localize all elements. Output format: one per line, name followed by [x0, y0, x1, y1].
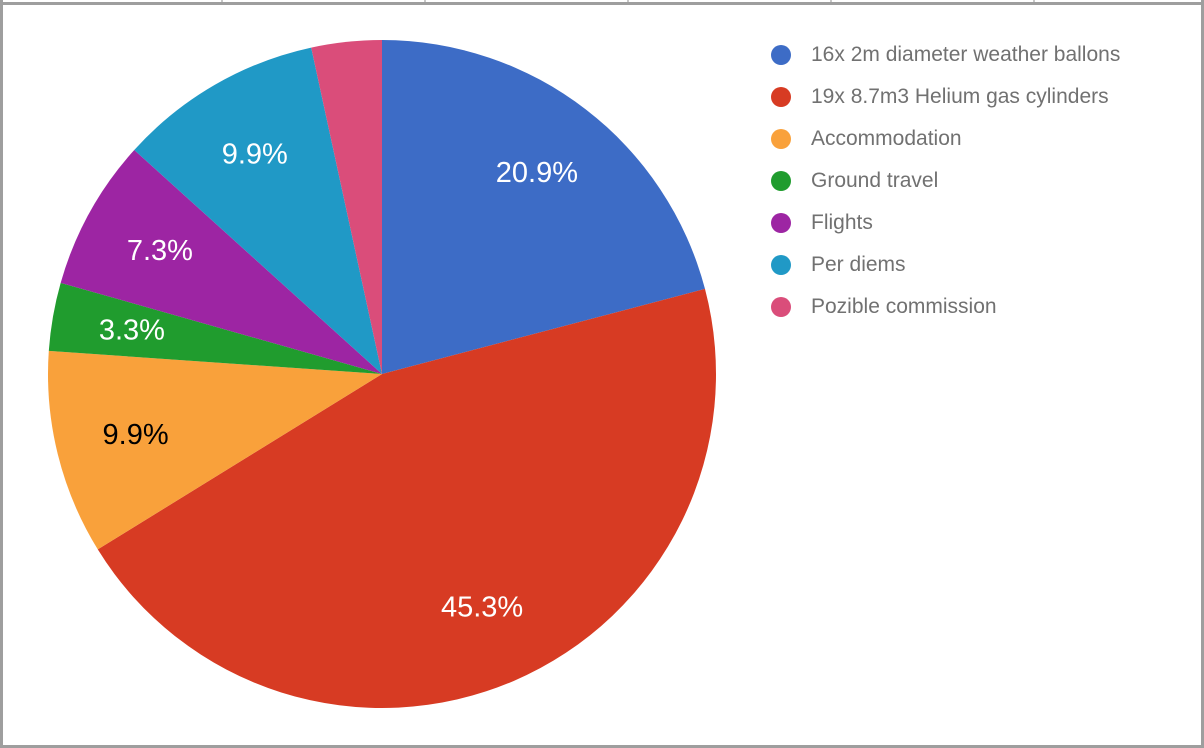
slice-percent-label: 45.3% [441, 591, 523, 623]
legend-item-3[interactable]: Accommodation [771, 127, 1120, 150]
legend-item-label: Ground travel [811, 169, 939, 192]
slice-percent-label: 3.3% [99, 314, 165, 346]
slice-percent-label: 20.9% [496, 157, 578, 189]
legend-color-dot-icon [771, 297, 791, 317]
slice-percent-label: 9.9% [103, 419, 169, 451]
slice-percent-label: 7.3% [127, 235, 193, 267]
legend-item-label: Per diems [811, 253, 906, 276]
pie-slice-4[interactable] [48, 282, 383, 374]
gridline-tick [424, 0, 426, 2]
legend-item-2[interactable]: 19x 8.7m3 Helium gas cylinders [771, 85, 1120, 108]
legend-item-label: Accommodation [811, 127, 962, 150]
legend-item-label: Pozible commission [811, 295, 997, 318]
pie-slice-1[interactable] [382, 40, 705, 374]
legend-color-dot-icon [771, 87, 791, 107]
gridline-tick [1033, 0, 1035, 2]
legend-color-dot-icon [771, 171, 791, 191]
legend-item-7[interactable]: Pozible commission [771, 295, 1120, 318]
pie-slice-5[interactable] [60, 149, 383, 374]
gridline-tick [627, 0, 629, 2]
legend-color-dot-icon [771, 255, 791, 275]
legend-item-label: 19x 8.7m3 Helium gas cylinders [811, 85, 1109, 108]
slice-percent-label: 9.9% [222, 138, 288, 170]
legend-item-5[interactable]: Flights [771, 211, 1120, 234]
pie-slice-6[interactable] [134, 47, 382, 375]
gridline-tick [830, 0, 832, 2]
legend-color-dot-icon [771, 129, 791, 149]
pie-slice-7[interactable] [311, 40, 382, 374]
legend-item-label: Flights [811, 211, 873, 234]
legend-item-4[interactable]: Ground travel [771, 169, 1120, 192]
legend-item-label: 16x 2m diameter weather ballons [811, 43, 1121, 66]
legend-color-dot-icon [771, 213, 791, 233]
pie-slice-2[interactable] [97, 288, 717, 708]
legend-item-1[interactable]: 16x 2m diameter weather ballons [771, 43, 1121, 66]
chart-legend: 16x 2m diameter weather ballons 19x 8.7m3… [771, 43, 1121, 339]
pie-slice-3[interactable] [48, 350, 383, 550]
legend-item-6[interactable]: Per diems [771, 253, 1120, 276]
legend-color-dot-icon [771, 45, 791, 65]
gridline-tick [221, 0, 223, 2]
